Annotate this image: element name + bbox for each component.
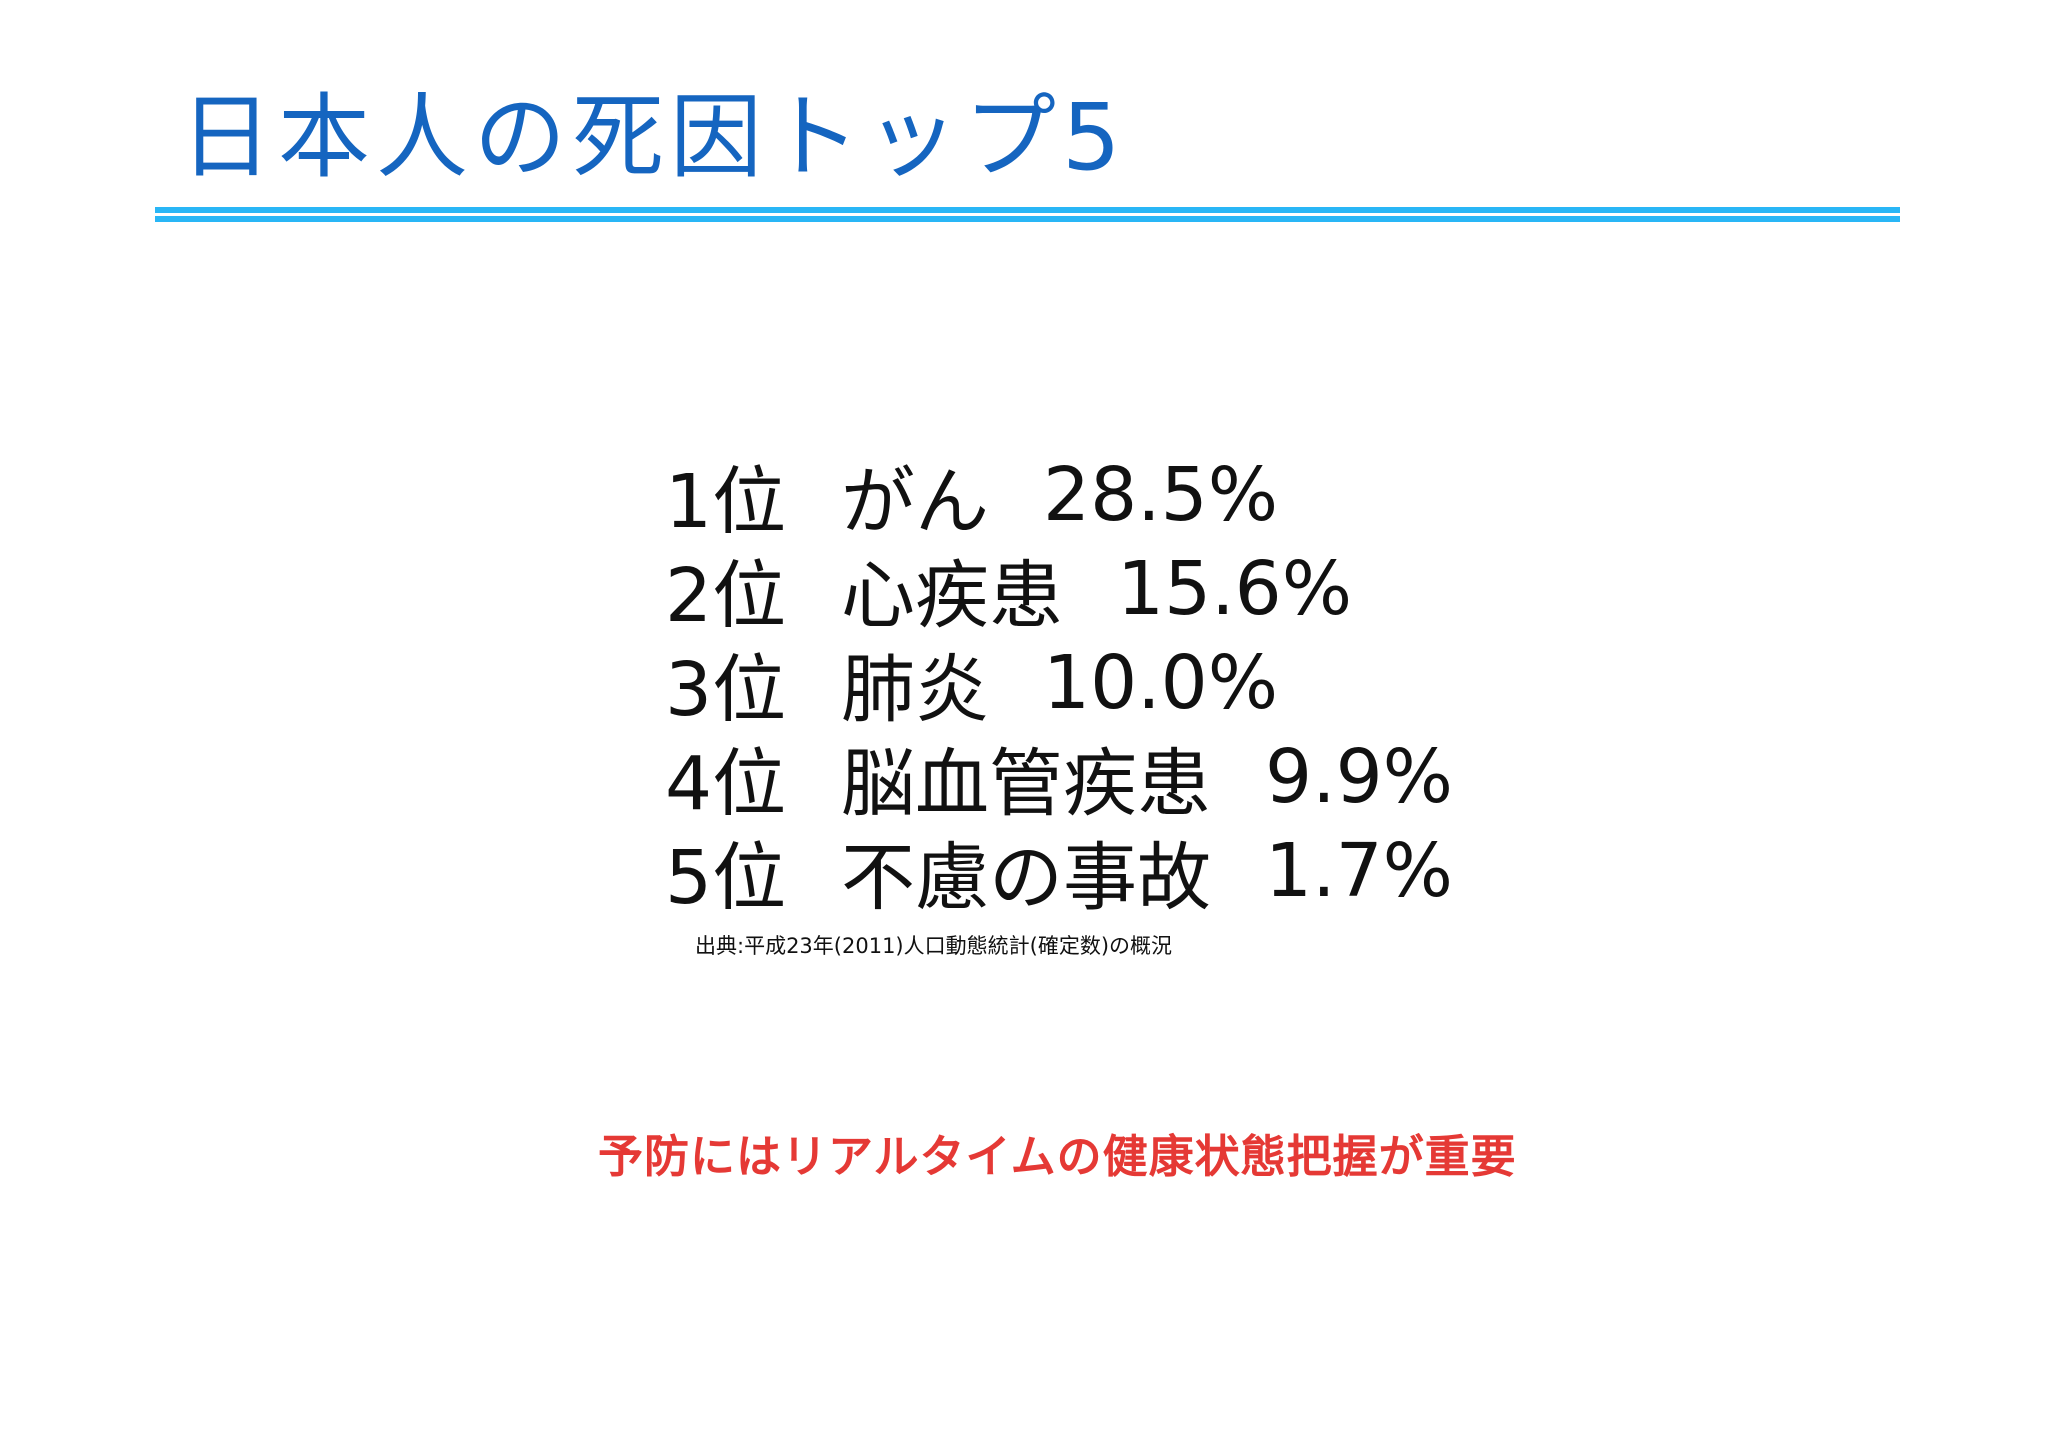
cause-percent: 15.6%: [1117, 546, 1353, 632]
source-citation: 出典:平成23年(2011)人口動態統計(確定数)の概況: [695, 934, 1173, 958]
title-divider-top: [155, 207, 1900, 213]
cause-name: 肺炎: [841, 646, 989, 733]
cause-percent: 9.9%: [1265, 734, 1453, 820]
rank-label: 2位: [665, 552, 787, 639]
ranking-row-2: 2位 心疾患 15.6%: [665, 542, 1453, 639]
slide-title: 日本人の死因トップ5: [180, 84, 1127, 191]
ranking-row-5: 5位 不慮の事故 1.7%: [665, 824, 1453, 921]
ranking-list: 1位 がん 28.5% 2位 心疾患 15.6% 3位 肺炎 10.0% 4位 …: [665, 448, 1453, 921]
title-divider-bottom: [155, 216, 1900, 222]
rank-label: 3位: [665, 646, 787, 733]
cause-name: 脳血管疾患: [841, 740, 1211, 827]
ranking-row-3: 3位 肺炎 10.0%: [665, 636, 1453, 733]
cause-name: 心疾患: [841, 552, 1063, 639]
rank-label: 4位: [665, 740, 787, 827]
cause-name: 不慮の事故: [841, 834, 1211, 921]
cause-percent: 1.7%: [1265, 828, 1453, 914]
ranking-row-4: 4位 脳血管疾患 9.9%: [665, 730, 1453, 827]
ranking-row-1: 1位 がん 28.5%: [665, 448, 1453, 545]
cause-percent: 10.0%: [1043, 640, 1279, 726]
cause-name: がん: [841, 458, 989, 545]
key-message: 予防にはリアルタイムの健康状態把握が重要: [598, 1130, 1517, 1183]
rank-label: 1位: [665, 458, 787, 545]
rank-label: 5位: [665, 834, 787, 921]
cause-percent: 28.5%: [1043, 452, 1279, 538]
